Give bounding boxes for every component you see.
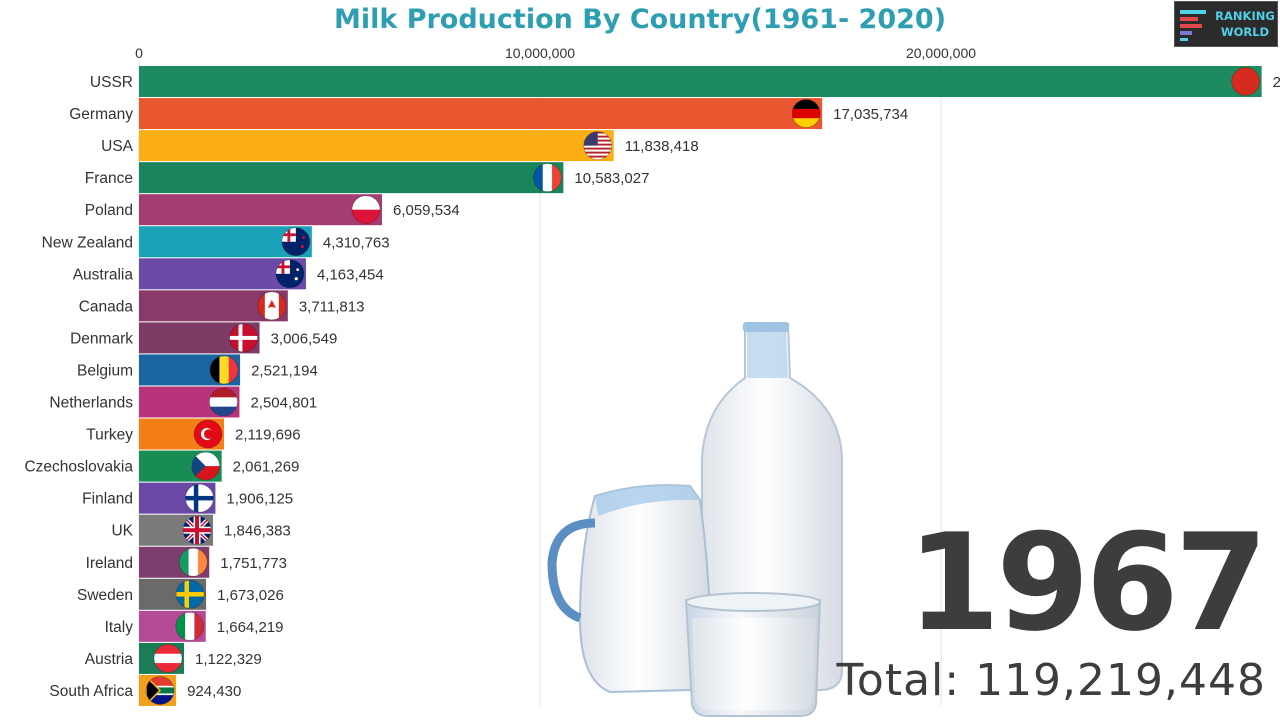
country-label: Denmark [70,330,133,347]
value-label: 924,430 [187,683,241,700]
bar [139,162,564,194]
value-label: 1,122,329 [195,651,262,668]
finland-flag-icon [185,483,214,513]
value-label: 27,995,866 [1273,74,1280,91]
x-tick-label: 20,000,000 [906,45,976,61]
value-label: 3,006,549 [271,330,338,347]
bar [139,66,1262,97]
italy-flag-icon [175,611,205,641]
value-label: 2,119,696 [235,427,301,444]
country-label: USSR [90,74,133,91]
france-flag-icon [532,163,562,193]
germany-flag-icon [791,99,821,128]
x-tick-label: 10,000,000 [505,45,575,61]
value-label: 10,583,027 [574,170,649,187]
australia-flag-icon [275,259,305,289]
austria-flag-icon [153,644,183,673]
milk-bottle-and-jug-image [547,322,843,717]
value-label: 11,838,418 [625,138,699,155]
country-label: France [85,170,133,187]
bar [139,98,823,130]
total-label: Total: 119,219,448 [836,655,1266,706]
value-label: 2,504,801 [250,395,317,412]
country-label: New Zealand [42,234,133,251]
country-label: USA [101,138,134,155]
bar [139,130,614,162]
country-label: Czechoslovakia [24,459,133,476]
value-label: 4,310,763 [323,234,390,251]
chart-title: Milk Production By Country(1961- 2020) [333,4,947,35]
new-zealand-flag-icon [281,227,311,257]
country-label: Turkey [86,427,133,444]
country-label: Belgium [77,362,133,379]
country-label: Canada [79,298,134,315]
country-label: Finland [82,491,133,508]
value-label: 1,673,026 [217,587,284,604]
country-label: Austria [85,651,134,668]
turkey-flag-icon [193,419,223,449]
uk-flag-icon [182,515,212,545]
value-label: 6,059,534 [393,202,460,219]
country-label: Germany [69,106,133,123]
value-label: 3,711,813 [299,298,365,315]
value-label: 4,163,454 [317,266,384,283]
x-tick-label: 0 [135,45,143,61]
value-label: 1,906,125 [226,491,293,508]
country-label: Italy [105,619,134,636]
country-label: Poland [85,202,133,219]
value-label: 1,664,219 [217,619,284,636]
value-label: 17,035,734 [833,106,908,123]
logo-text-line1: RANKING [1215,9,1275,23]
usa-flag-icon [583,131,613,161]
south-africa-flag-icon [145,676,175,705]
belgium-flag-icon [209,355,239,385]
czechoslovakia-flag-icon [191,451,221,481]
denmark-flag-icon [229,323,258,353]
logo-text-line2: WORLD [1220,25,1270,39]
sweden-flag-icon [175,579,205,609]
ranking-world-logo: RANKING WORLD [1174,1,1278,47]
ussr-flag-icon [1231,67,1261,96]
value-label: 1,846,383 [224,523,291,540]
country-label: UK [111,523,133,540]
bar [139,194,382,226]
canada-flag-icon [257,291,287,321]
year-label: 1967 [907,505,1268,661]
netherlands-flag-icon [209,387,238,417]
value-label: 2,061,269 [233,459,300,476]
country-label: Sweden [77,587,133,604]
country-label: Ireland [86,555,133,572]
logo-bars-icon [1180,10,1206,41]
value-label: 2,521,194 [251,362,318,379]
poland-flag-icon [351,195,381,225]
country-label: Netherlands [49,395,133,412]
ireland-flag-icon [178,547,208,577]
country-label: South Africa [49,683,133,700]
value-label: 1,751,773 [220,555,287,572]
country-label: Australia [73,266,134,283]
